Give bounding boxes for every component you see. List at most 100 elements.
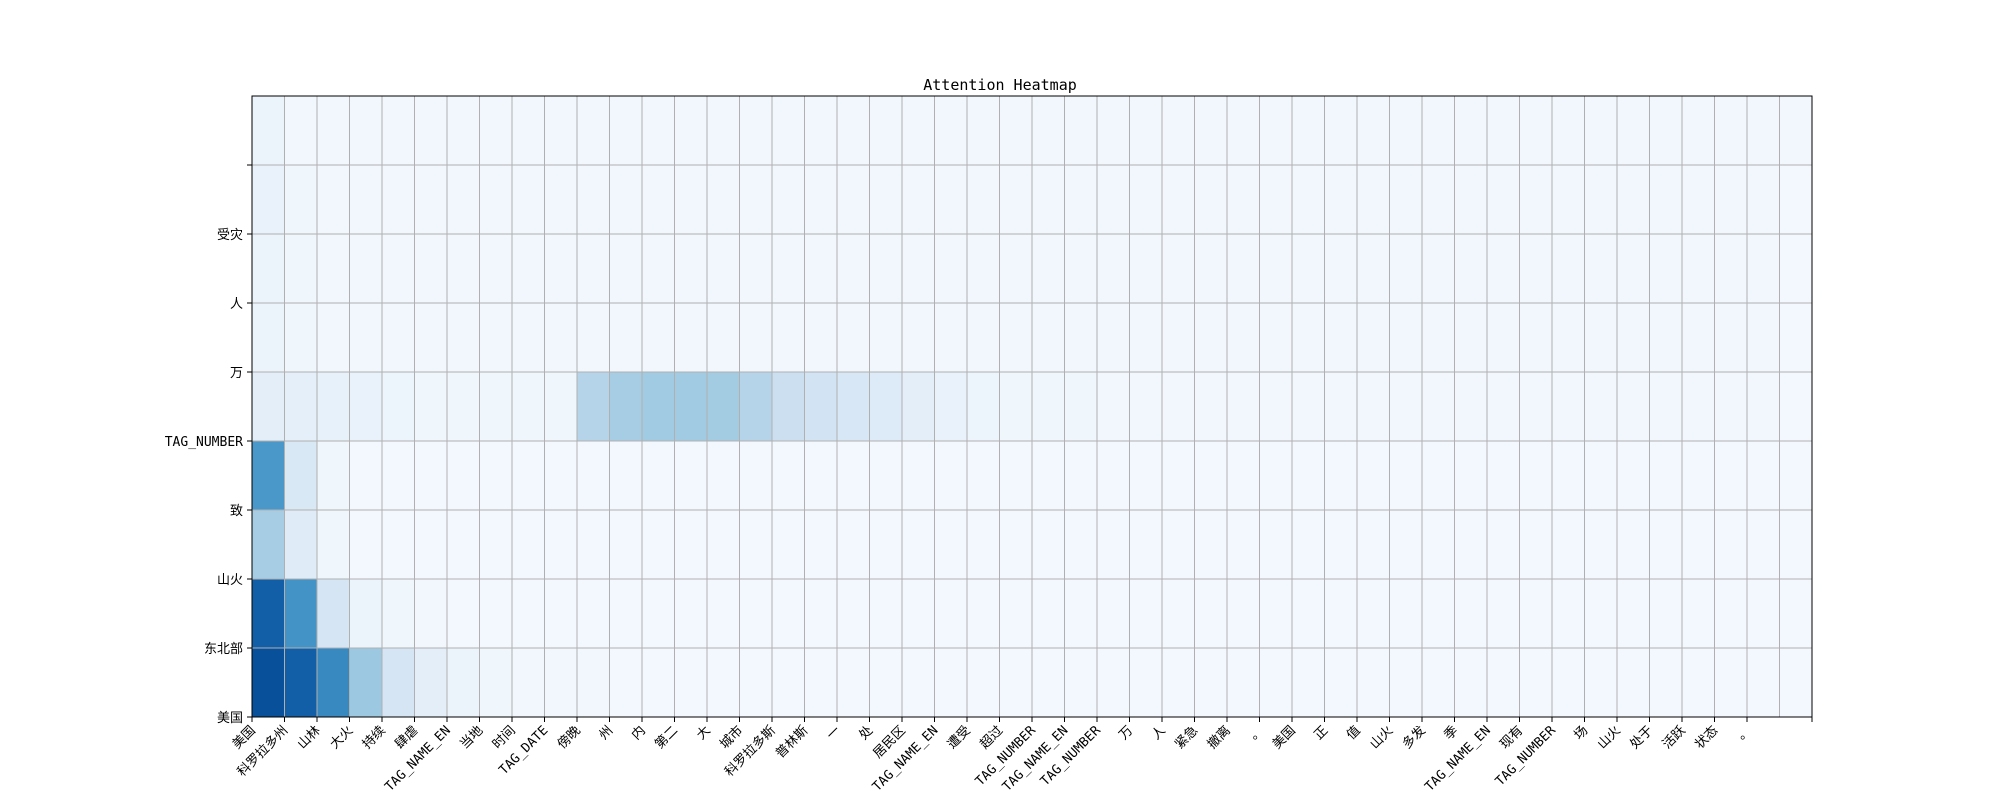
heatmap-cell: [447, 579, 480, 648]
x-tick-label: 城市: [717, 723, 747, 753]
heatmap-cell: [1552, 648, 1585, 717]
heatmap-cell: [674, 96, 707, 165]
heatmap-cell: [967, 303, 1000, 372]
heatmap-cell: [934, 441, 967, 510]
heatmap-cell: [1747, 510, 1780, 579]
heatmap-cell: [1389, 165, 1422, 234]
heatmap-cell: [252, 579, 285, 648]
heatmap-cell: [512, 234, 545, 303]
heatmap-cell: [772, 96, 805, 165]
heatmap-cell: [512, 441, 545, 510]
heatmap-cell: [1747, 303, 1780, 372]
heatmap-cell: [284, 234, 317, 303]
heatmap-cell: [447, 510, 480, 579]
heatmap-cell: [674, 510, 707, 579]
heatmap-cell: [1487, 96, 1520, 165]
heatmap-cell: [1129, 510, 1162, 579]
heatmap-cell: [609, 234, 642, 303]
heatmap-cell: [1292, 165, 1325, 234]
heatmap-cell: [1259, 579, 1292, 648]
heatmap-cell: [804, 303, 837, 372]
heatmap-cell: [1584, 165, 1617, 234]
heatmap-cell: [1714, 165, 1747, 234]
heatmap-cell: [707, 579, 740, 648]
heatmap-cell: [1584, 441, 1617, 510]
heatmap-cell: [739, 648, 772, 717]
heatmap-cell: [1324, 234, 1357, 303]
heatmap-cell: [1389, 579, 1422, 648]
heatmap-cell: [934, 510, 967, 579]
heatmap-cell: [674, 441, 707, 510]
heatmap-cell: [1227, 165, 1260, 234]
heatmap-cell: [902, 96, 935, 165]
heatmap-cell: [642, 648, 675, 717]
heatmap-cell: [1227, 234, 1260, 303]
x-tick-label: 州: [597, 723, 617, 743]
heatmap-cell: [1519, 648, 1552, 717]
heatmap-cell: [1714, 303, 1747, 372]
heatmap-cell: [1324, 372, 1357, 441]
heatmap-cell: [999, 579, 1032, 648]
x-tick-label: 美国: [1270, 723, 1299, 752]
heatmap-cell: [1032, 303, 1065, 372]
heatmap-cell: [544, 510, 577, 579]
heatmap-cell: [1617, 96, 1650, 165]
heatmap-cell: [1292, 441, 1325, 510]
heatmap-cell: [1649, 165, 1682, 234]
heatmap-cell: [804, 372, 837, 441]
heatmap-cell: [837, 372, 870, 441]
y-axis-ticks: 美国 东北部 山火 致 TAG_NUMBER 万 人 受灾: [165, 164, 252, 726]
heatmap-cell: [1129, 441, 1162, 510]
heatmap-cell: [382, 510, 415, 579]
heatmap-cell: [609, 441, 642, 510]
heatmap-cell: [1292, 96, 1325, 165]
heatmap-cell: [1519, 165, 1552, 234]
heatmap-cell: [1649, 303, 1682, 372]
x-tick-label: 。: [1247, 723, 1267, 743]
heatmap-cell: [1064, 165, 1097, 234]
heatmap-cell: [1227, 510, 1260, 579]
heatmap-cell: [642, 165, 675, 234]
heatmap-cell: [544, 303, 577, 372]
heatmap-cell: [609, 579, 642, 648]
heatmap-cell: [1487, 648, 1520, 717]
heatmap-cell: [1552, 372, 1585, 441]
heatmap-cell: [609, 165, 642, 234]
heatmap-cell: [382, 648, 415, 717]
heatmap-cell: [902, 234, 935, 303]
heatmap-cell: [739, 441, 772, 510]
heatmap-cell: [1032, 372, 1065, 441]
heatmap-cell: [1194, 441, 1227, 510]
heatmap-cell: [837, 303, 870, 372]
heatmap-cell: [1194, 579, 1227, 648]
heatmap-cell: [1747, 372, 1780, 441]
heatmap-cell: [317, 165, 350, 234]
heatmap-cell: [1259, 234, 1292, 303]
x-tick-label: 山火: [1595, 723, 1624, 752]
heatmap-cell: [1487, 372, 1520, 441]
heatmap-cell: [1487, 441, 1520, 510]
heatmap-cell: [544, 579, 577, 648]
heatmap-cell: [902, 303, 935, 372]
heatmap-cell: [382, 579, 415, 648]
heatmap-cell: [967, 372, 1000, 441]
heatmap-cell: [284, 96, 317, 165]
heatmap-cell: [382, 165, 415, 234]
heatmap-cell: [1682, 510, 1715, 579]
heatmap-cell: [804, 579, 837, 648]
heatmap-cell: [869, 648, 902, 717]
heatmap-cell: [707, 372, 740, 441]
heatmap-cell: [1259, 165, 1292, 234]
x-tick-label: 第二: [652, 723, 681, 752]
heatmap-cell: [1324, 96, 1357, 165]
heatmap-cell: [1422, 648, 1455, 717]
heatmap-cell: [934, 234, 967, 303]
heatmap-cell: [1714, 510, 1747, 579]
y-tick-label: 人: [230, 297, 243, 312]
heatmap-cell: [512, 579, 545, 648]
heatmap-cell: [317, 441, 350, 510]
x-tick-label: 处于: [1627, 723, 1656, 752]
heatmap-cell: [1487, 579, 1520, 648]
heatmap-cell: [1259, 510, 1292, 579]
heatmap-cell: [609, 372, 642, 441]
